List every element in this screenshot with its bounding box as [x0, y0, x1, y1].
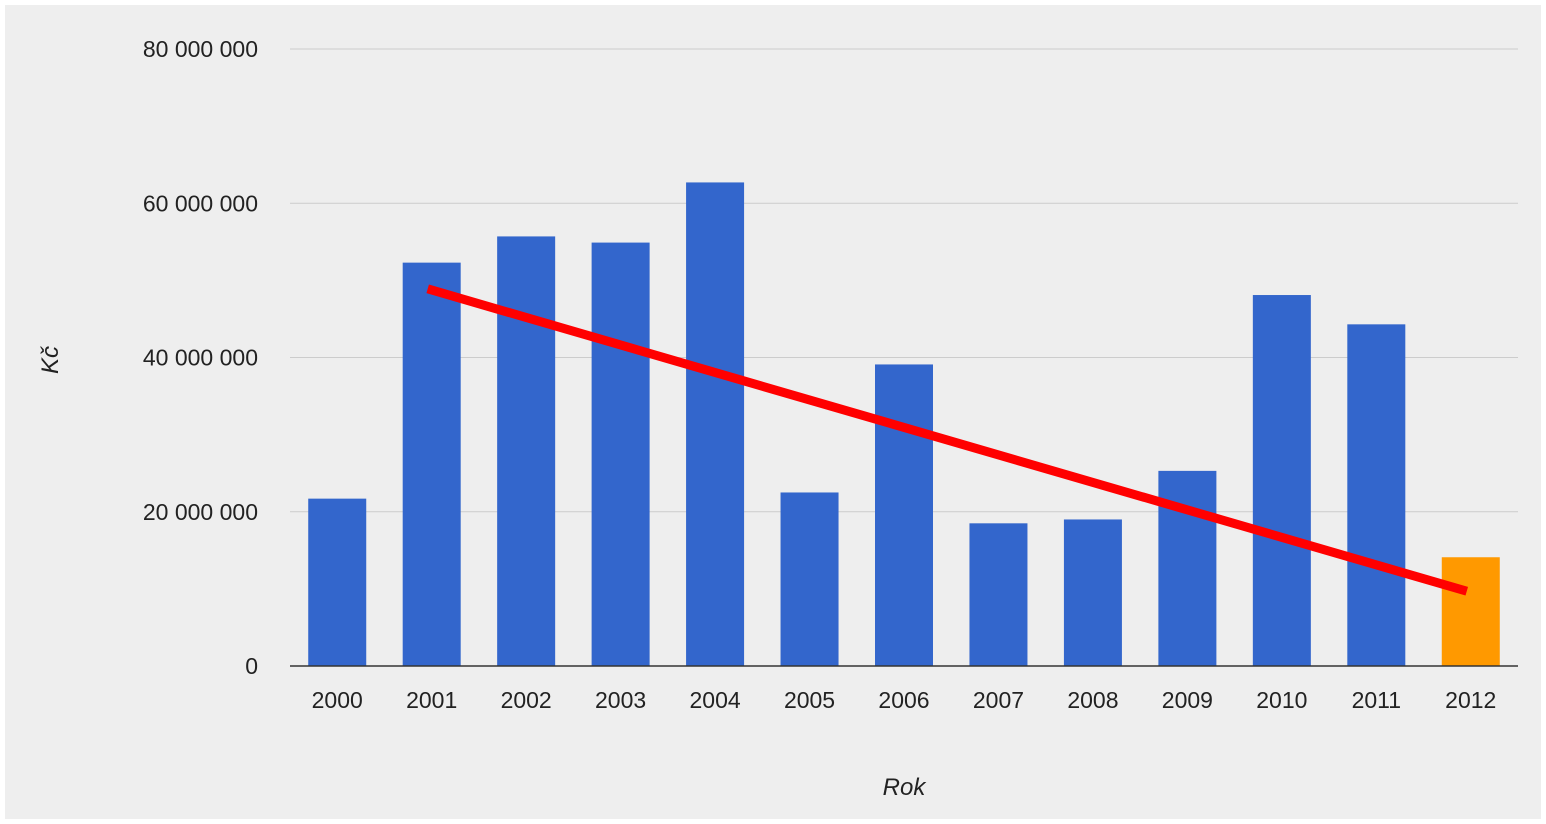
bar-2012: [1442, 557, 1500, 666]
x-axis-title: Rok: [883, 774, 928, 801]
bar-2000: [308, 499, 366, 666]
y-tick-label: 0: [245, 653, 258, 679]
bar-2010: [1253, 295, 1311, 666]
y-tick-label: 80 000 000: [143, 36, 258, 62]
y-tick-label: 40 000 000: [143, 345, 258, 371]
x-tick-label: 2001: [406, 687, 457, 713]
bar-2006: [875, 364, 933, 666]
x-tick-label: 2003: [595, 687, 646, 713]
x-tick-label: 2006: [878, 687, 929, 713]
bar-2011: [1347, 324, 1405, 666]
x-tick-label: 2004: [689, 687, 740, 713]
y-tick-label: 20 000 000: [143, 499, 258, 525]
y-tick-label: 60 000 000: [143, 190, 258, 216]
bar-2004: [686, 182, 744, 666]
x-tick-label: 2007: [973, 687, 1024, 713]
x-tick-label: 2000: [312, 687, 363, 713]
bar-2007: [969, 523, 1027, 666]
x-tick-label: 2012: [1445, 687, 1496, 713]
x-tick-label: 2005: [784, 687, 835, 713]
bar-2002: [497, 236, 555, 666]
y-axis-title: Kč: [37, 346, 64, 374]
bar-2003: [592, 243, 650, 666]
bar-2008: [1064, 519, 1122, 666]
x-tick-label: 2009: [1162, 687, 1213, 713]
bar-2005: [781, 492, 839, 666]
bar-2001: [403, 263, 461, 666]
x-tick-label: 2011: [1352, 687, 1401, 713]
x-tick-label: 2002: [501, 687, 552, 713]
x-tick-label: 2008: [1067, 687, 1118, 713]
x-tick-label: 2010: [1256, 687, 1307, 713]
